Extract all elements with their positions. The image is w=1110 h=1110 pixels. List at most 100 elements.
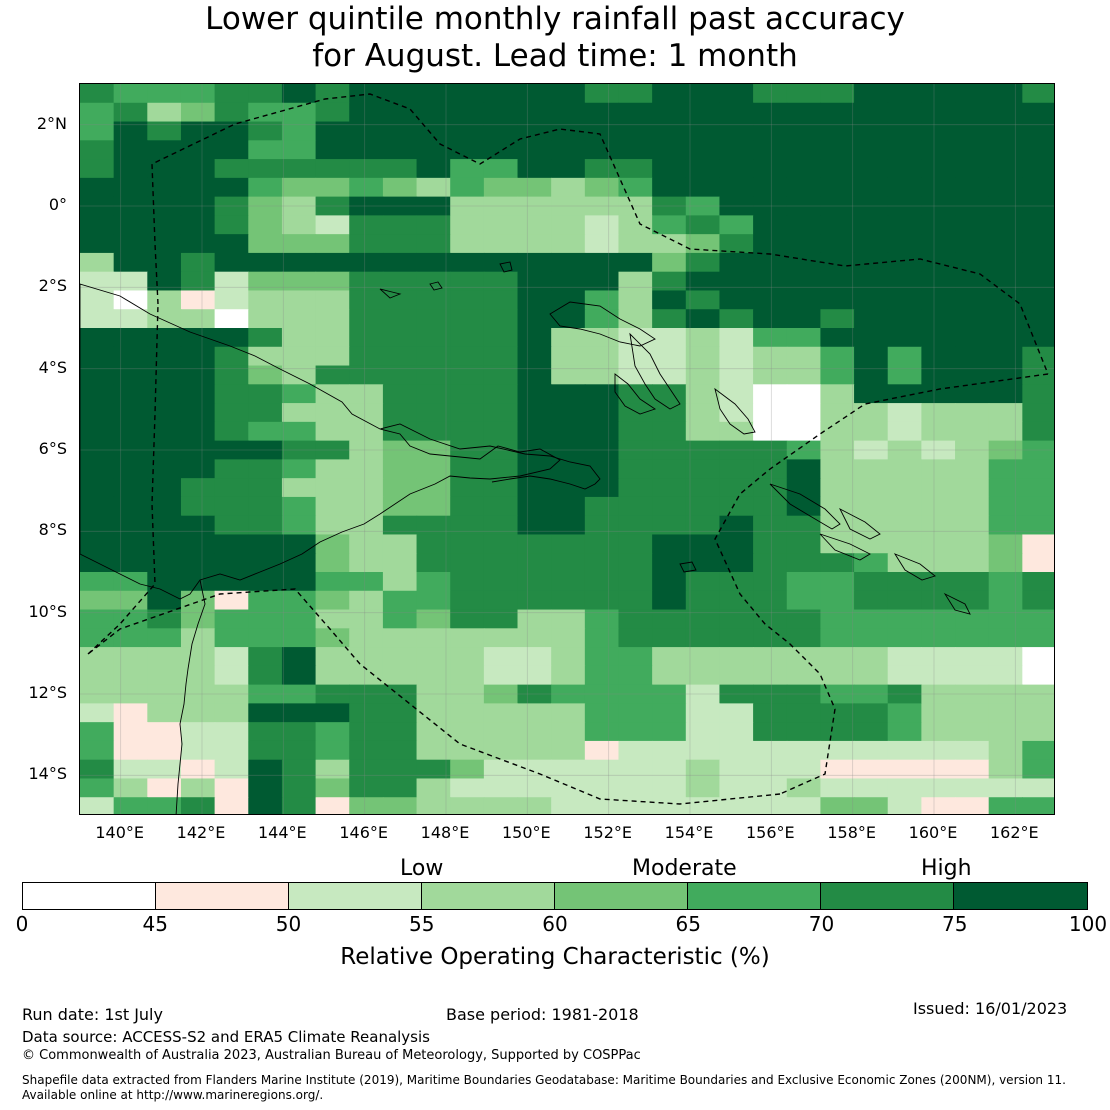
map-cell xyxy=(248,177,283,198)
copyright: © Commonwealth of Australia 2023, Austra… xyxy=(22,1048,641,1063)
map-cell xyxy=(517,515,552,536)
map-cell xyxy=(1022,459,1054,479)
map-cell xyxy=(988,759,1023,780)
map-cell xyxy=(753,177,788,198)
map-cell xyxy=(854,609,889,629)
map-cell xyxy=(584,328,620,348)
map-cell xyxy=(988,215,1023,235)
map-cell xyxy=(147,572,182,592)
map-cell xyxy=(382,121,418,141)
map-cell xyxy=(820,628,855,648)
map-cell xyxy=(349,290,384,310)
map-cell xyxy=(551,665,586,686)
longitude-label: 152°E xyxy=(583,823,632,842)
map-cell xyxy=(416,684,451,704)
map-cell xyxy=(315,459,350,479)
map-cell xyxy=(349,665,384,686)
map-cell xyxy=(180,609,216,629)
map-cell xyxy=(988,290,1023,310)
map-cell xyxy=(349,328,384,348)
map-cell xyxy=(517,553,552,573)
latitude-label: 10°S xyxy=(28,601,67,621)
map-cell xyxy=(988,421,1023,442)
map-cell xyxy=(955,478,990,498)
map-cell xyxy=(719,421,754,442)
map-cell xyxy=(584,271,620,292)
map-cell xyxy=(618,515,653,536)
map-cell xyxy=(147,496,182,517)
map-cell xyxy=(315,590,350,611)
map-cell xyxy=(652,328,687,348)
map-cell xyxy=(147,403,182,423)
map-cell xyxy=(382,590,418,611)
map-cell xyxy=(955,778,990,798)
map-cell xyxy=(113,797,148,814)
map-cell xyxy=(113,159,148,179)
map-cell xyxy=(652,215,687,235)
map-cell xyxy=(921,346,956,367)
map-cell xyxy=(349,365,384,385)
map-panel[interactable] xyxy=(79,83,1055,815)
map-cell xyxy=(517,459,552,479)
map-cell xyxy=(147,121,182,141)
map-cell xyxy=(113,328,148,348)
map-cell xyxy=(180,515,216,536)
map-cell xyxy=(719,271,754,292)
map-cell xyxy=(955,403,990,423)
map-cell xyxy=(80,722,115,742)
map-cell xyxy=(854,403,889,423)
map-cell xyxy=(820,121,855,141)
map-cell xyxy=(416,609,451,629)
map-cell xyxy=(180,553,216,573)
map-cell xyxy=(483,84,519,104)
map-cell xyxy=(382,215,418,235)
map-cell xyxy=(584,478,620,498)
map-cell xyxy=(955,515,990,536)
latitude-label: 2°S xyxy=(38,276,67,296)
map-cell xyxy=(315,421,350,442)
map-cell xyxy=(382,628,418,648)
map-cell xyxy=(349,590,384,611)
map-cell xyxy=(820,647,855,667)
map-cell xyxy=(887,572,922,592)
map-cell xyxy=(483,309,519,329)
map-cell xyxy=(180,403,216,423)
map-cell xyxy=(988,234,1023,254)
map-cell xyxy=(719,478,754,498)
map-cell xyxy=(921,84,956,104)
map-cell xyxy=(719,328,754,348)
map-cell xyxy=(416,628,451,648)
map-cell xyxy=(382,534,418,554)
map-cell xyxy=(551,515,586,536)
map-cell xyxy=(248,609,283,629)
map-cell xyxy=(113,271,148,292)
map-cell xyxy=(685,478,721,498)
map-cell xyxy=(315,328,350,348)
map-cell xyxy=(315,121,350,141)
map-cell xyxy=(450,328,485,348)
map-cell xyxy=(80,628,115,648)
map-cell xyxy=(180,196,216,216)
map-cell xyxy=(382,778,418,798)
map-cell xyxy=(551,346,586,367)
map-cell xyxy=(315,234,350,254)
map-cell xyxy=(955,140,990,160)
map-cell xyxy=(483,553,519,573)
map-cell xyxy=(517,421,552,442)
map-cell xyxy=(416,590,451,611)
map-cell xyxy=(450,478,485,498)
map-cell xyxy=(584,252,620,273)
map-cell xyxy=(281,121,317,141)
map-cell xyxy=(248,196,283,216)
map-cell xyxy=(281,365,317,385)
map-cell xyxy=(450,421,485,442)
map-cell xyxy=(820,797,855,814)
map-cell xyxy=(820,440,855,460)
map-cell xyxy=(382,421,418,442)
map-cell xyxy=(281,647,317,667)
map-cell xyxy=(955,440,990,460)
map-cell xyxy=(652,384,687,404)
map-cell xyxy=(887,590,922,611)
map-cell xyxy=(584,628,620,648)
map-cell xyxy=(955,271,990,292)
